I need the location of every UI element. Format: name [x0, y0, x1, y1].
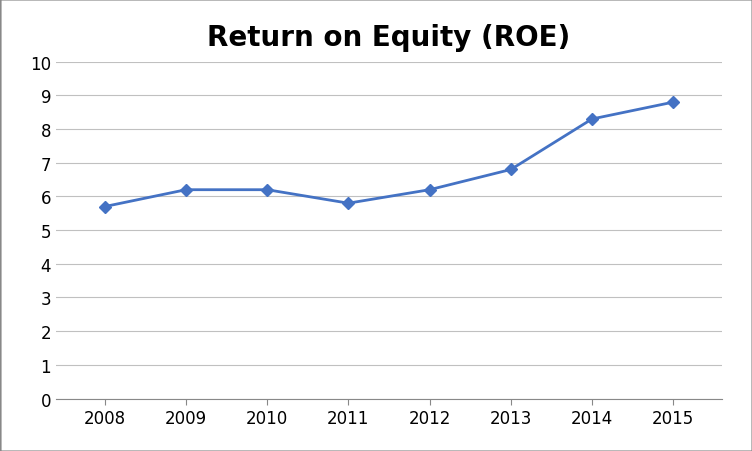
Title: Return on Equity (ROE): Return on Equity (ROE)	[208, 24, 571, 52]
